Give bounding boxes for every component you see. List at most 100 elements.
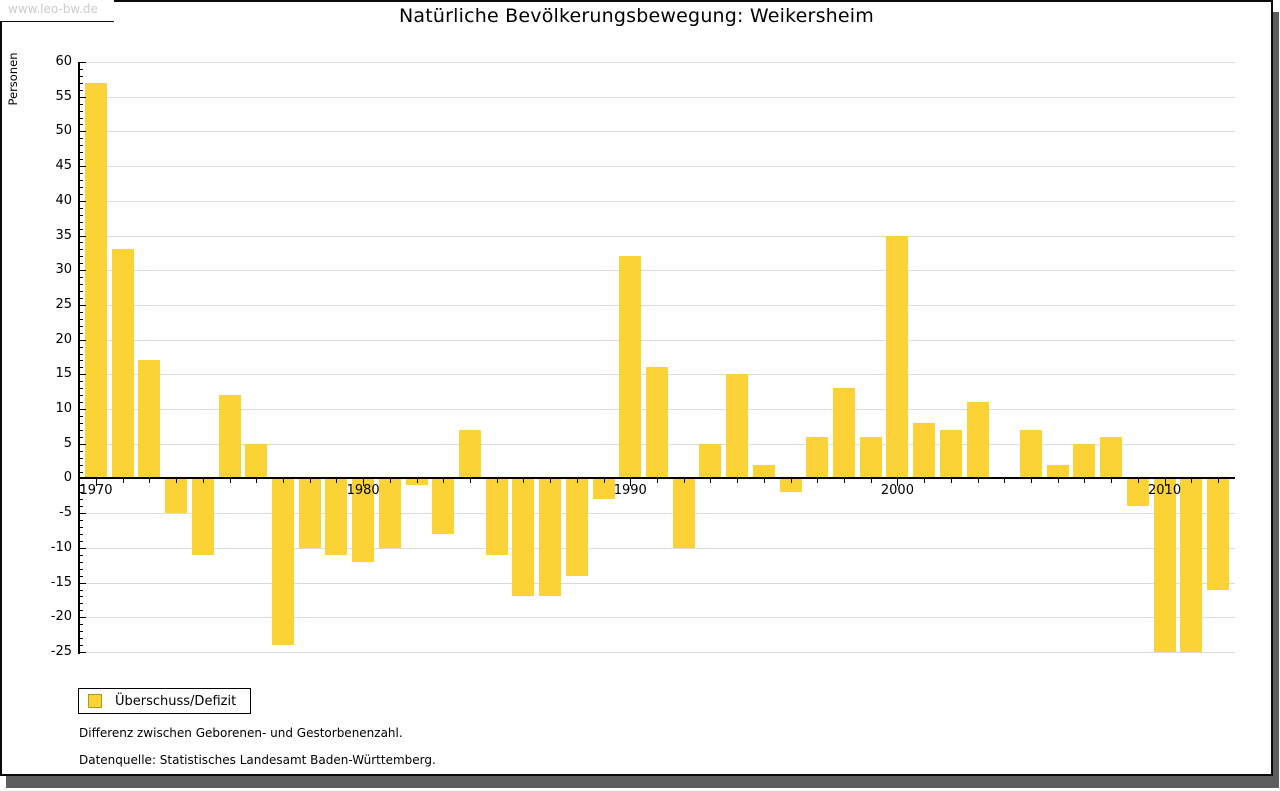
y-axis-line xyxy=(78,62,80,654)
bar-2007 xyxy=(1073,443,1096,479)
bar-2000 xyxy=(886,235,909,479)
bar-1993 xyxy=(699,443,722,479)
y-tick-label: -20 xyxy=(50,609,72,625)
y-axis-tick xyxy=(80,652,86,653)
legend-label: Überschuss/Defizit xyxy=(115,693,237,709)
y-axis-tick xyxy=(80,395,83,397)
x-axis-tick xyxy=(1191,479,1193,484)
x-axis-tick xyxy=(1218,479,1219,484)
bar-1994 xyxy=(726,374,749,479)
bar-2005 xyxy=(1020,429,1042,479)
y-axis-tick xyxy=(80,270,86,272)
bar-1976 xyxy=(245,443,268,479)
y-axis-tick xyxy=(80,568,83,570)
y-axis-tick xyxy=(80,332,83,334)
x-axis-tick xyxy=(1031,479,1032,484)
y-axis-tick xyxy=(80,547,86,549)
y-axis-tick xyxy=(80,180,83,181)
x-axis-tick xyxy=(256,479,258,484)
x-axis-tick xyxy=(309,479,311,484)
y-axis-tick xyxy=(80,645,83,647)
x-axis-tick xyxy=(496,479,498,484)
bar-1984 xyxy=(459,429,481,479)
y-axis-tick xyxy=(80,492,83,494)
x-axis-tick xyxy=(737,479,739,484)
bar-1972 xyxy=(138,360,161,479)
x-axis-tick xyxy=(523,479,525,484)
footnote-definition: Differenz zwischen Geborenen- und Gestor… xyxy=(79,726,403,740)
gridline xyxy=(78,96,1235,98)
y-tick-label: 35 xyxy=(55,227,72,243)
y-axis-tick xyxy=(80,173,83,175)
x-axis-tick xyxy=(149,479,151,484)
y-axis-tick xyxy=(80,367,83,369)
y-axis-tick xyxy=(80,221,83,223)
y-axis-tick xyxy=(80,298,83,299)
x-axis-tick xyxy=(389,479,391,484)
gridline xyxy=(78,652,1235,653)
y-axis-tick xyxy=(80,485,83,487)
gridline xyxy=(78,131,1235,133)
y-axis-tick xyxy=(80,443,86,445)
gridline xyxy=(78,62,1235,63)
x-axis-tick xyxy=(897,479,899,487)
y-axis-tick xyxy=(80,193,83,195)
y-axis-tick xyxy=(80,540,83,542)
y-axis-tick xyxy=(80,249,83,251)
y-axis-tick xyxy=(80,617,86,619)
gridline xyxy=(78,339,1235,341)
y-axis-tick xyxy=(80,138,83,140)
y-axis-tick xyxy=(80,464,83,466)
x-axis-line xyxy=(78,477,1235,480)
y-axis-tick xyxy=(80,263,83,265)
bar-1971 xyxy=(111,249,134,479)
gridline xyxy=(78,235,1235,237)
x-axis-tick xyxy=(683,479,685,484)
y-axis-tick xyxy=(80,360,83,362)
chart-frame: Natürliche Bevölkerungsbewegung: Weikers… xyxy=(0,0,1273,776)
y-tick-label: 10 xyxy=(55,401,72,417)
y-axis-tick xyxy=(80,346,83,348)
y-tick-label: 25 xyxy=(55,296,72,312)
x-axis-tick xyxy=(443,479,445,484)
x-axis-tick xyxy=(1164,479,1166,487)
y-axis-tick xyxy=(80,610,83,612)
y-axis-title: Personen xyxy=(6,52,20,106)
x-axis-tick xyxy=(603,479,605,484)
y-axis-tick xyxy=(80,304,86,306)
x-axis-tick xyxy=(763,479,765,484)
y-axis-tick xyxy=(80,152,83,154)
x-tick-label-2000: 2000 xyxy=(880,483,914,499)
bar-2011 xyxy=(1180,478,1203,652)
x-axis-tick xyxy=(416,479,418,484)
x-axis-tick xyxy=(229,479,231,484)
y-axis-tick xyxy=(80,436,83,438)
x-axis-tick xyxy=(924,479,926,484)
x-axis-tick xyxy=(1137,479,1139,484)
bar-2009 xyxy=(1126,478,1149,507)
bar-1986 xyxy=(512,478,535,597)
x-axis-tick xyxy=(1057,479,1059,484)
y-axis-tick xyxy=(80,228,83,230)
x-tick-label-1980: 1980 xyxy=(346,483,380,499)
y-axis-tick xyxy=(80,131,86,133)
y-tick-label: -5 xyxy=(59,505,72,521)
y-tick-label: 0 xyxy=(63,470,72,486)
y-axis-tick xyxy=(80,277,83,279)
gridline xyxy=(78,617,1235,619)
bar-1992 xyxy=(672,478,695,548)
bar-1988 xyxy=(565,478,588,576)
legend-swatch-icon xyxy=(88,694,102,708)
x-axis-tick xyxy=(576,479,578,484)
y-axis-tick xyxy=(80,450,83,452)
y-axis-tick xyxy=(80,603,83,605)
x-axis-tick xyxy=(122,479,124,484)
bar-1999 xyxy=(859,436,882,479)
bar-1981 xyxy=(378,478,401,548)
x-axis-tick xyxy=(283,479,284,484)
y-axis-tick xyxy=(80,527,83,529)
y-axis-tick xyxy=(80,75,83,77)
y-axis-tick xyxy=(80,457,83,459)
y-axis-tick xyxy=(80,68,83,70)
y-axis-tick xyxy=(80,117,83,119)
